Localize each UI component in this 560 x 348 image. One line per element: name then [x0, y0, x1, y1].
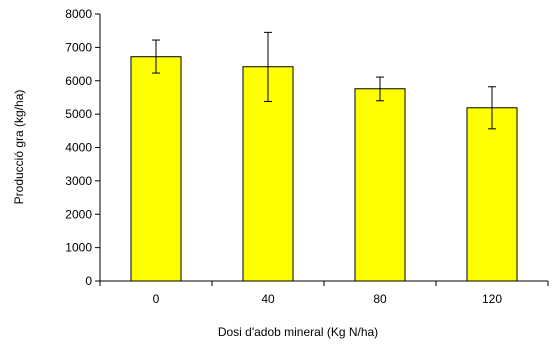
y-tick-label: 8000 — [65, 7, 92, 21]
x-tick-label: 0 — [153, 292, 160, 306]
x-tick-label: 80 — [373, 292, 387, 306]
y-tick-label: 0 — [85, 274, 92, 288]
x-axis-title: Dosi d'adob mineral (Kg N/ha) — [218, 325, 378, 339]
y-tick-label: 4000 — [65, 141, 92, 155]
y-tick-label: 2000 — [65, 207, 92, 221]
plot-area: 0 1000 2000 3000 4000 5000 6000 7000 8000 0 40 80 12… — [65, 7, 549, 306]
bar — [242, 66, 294, 282]
x-tick-label: 40 — [261, 292, 275, 306]
y-tick-label: 5000 — [65, 107, 92, 121]
y-tick-label: 6000 — [65, 74, 92, 88]
y-axis-title: Producció gra (kg/ha) — [12, 90, 26, 205]
bar — [354, 88, 406, 282]
bar — [466, 107, 518, 282]
y-tick-label: 1000 — [65, 241, 92, 255]
x-tick-label: 120 — [482, 292, 502, 306]
bar — [130, 56, 182, 282]
y-tick-label: 3000 — [65, 174, 92, 188]
y-tick-label: 7000 — [65, 40, 92, 54]
